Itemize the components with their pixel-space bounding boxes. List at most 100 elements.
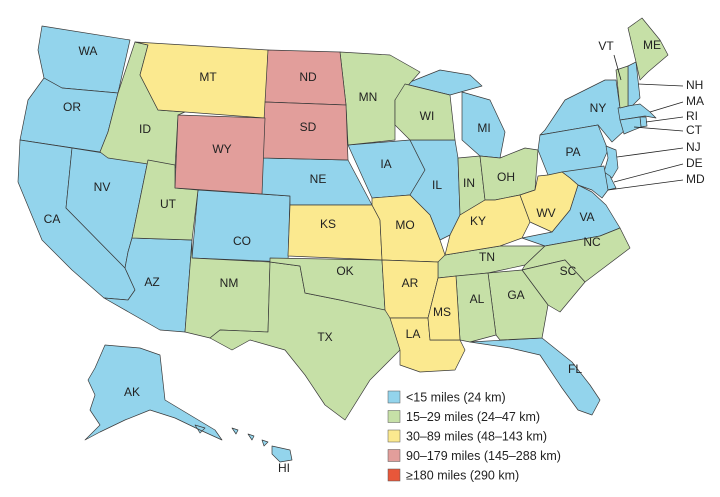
legend-label: 15–29 miles (24–47 km) xyxy=(406,410,540,424)
state-label: PA xyxy=(565,145,580,159)
state-label: RI xyxy=(686,109,698,123)
state-label: MD xyxy=(686,172,705,186)
state: OH xyxy=(479,147,539,201)
state: SD xyxy=(261,101,349,161)
state-label: TN xyxy=(479,250,495,264)
state: MS xyxy=(427,275,461,341)
state: VT xyxy=(598,39,629,109)
state: MA xyxy=(617,94,704,121)
state-label: MI xyxy=(477,121,490,135)
state-label: NE xyxy=(310,172,327,186)
state-label: HI xyxy=(278,461,290,475)
state-label: ME xyxy=(643,38,661,52)
state: FL xyxy=(469,337,601,416)
legend-swatch xyxy=(387,449,401,462)
state-shape xyxy=(427,275,461,341)
state-label: CA xyxy=(44,212,61,226)
state: SC xyxy=(521,259,586,313)
state-label: SD xyxy=(300,120,317,134)
state-label: GA xyxy=(507,288,524,302)
state: CO xyxy=(191,189,291,263)
state-label: NJ xyxy=(686,140,701,154)
state-label: NH xyxy=(686,78,703,92)
state: NH xyxy=(627,61,703,107)
state-label: WY xyxy=(212,142,231,156)
state: ID xyxy=(99,41,186,169)
state-shape xyxy=(627,17,669,81)
legend-swatch xyxy=(387,390,401,404)
state: CT xyxy=(619,116,703,137)
state-label: IL xyxy=(432,178,442,192)
state: NJ xyxy=(603,140,701,179)
state-shape xyxy=(615,65,629,109)
state-shape xyxy=(444,194,531,256)
state: MT xyxy=(134,41,269,119)
state: KY xyxy=(444,194,531,256)
state-shape xyxy=(394,83,456,141)
legend-swatch xyxy=(387,468,401,482)
state: IL xyxy=(409,139,461,241)
state-label: FL xyxy=(568,362,582,376)
leader-line xyxy=(616,147,684,158)
state: WY xyxy=(174,114,266,195)
leader-line xyxy=(613,54,622,81)
legend: <15 miles (24 km) 15–29 miles (24–47 km) 3… xyxy=(387,390,561,482)
state: GA xyxy=(487,269,549,341)
state: AL xyxy=(455,272,497,343)
state-shape xyxy=(469,337,601,416)
state-label: WI xyxy=(420,109,435,123)
state-label: WV xyxy=(536,206,555,220)
state-shape xyxy=(603,145,619,179)
state-label: CT xyxy=(686,123,703,137)
state: AK xyxy=(84,344,223,441)
state: ND xyxy=(264,49,347,106)
legend-swatch xyxy=(387,410,401,423)
leader-lines xyxy=(607,54,684,191)
state-label: ID xyxy=(139,122,151,136)
state-shape xyxy=(131,159,199,241)
state-shape xyxy=(191,189,291,263)
state-label: IN xyxy=(463,176,475,190)
leader-line xyxy=(645,116,684,123)
state-shape xyxy=(174,114,266,195)
state-label: NY xyxy=(590,101,607,115)
state-label: UT xyxy=(160,197,177,211)
state-shape xyxy=(287,204,383,261)
legend-swatch xyxy=(387,429,401,443)
legend-label: 90–179 miles (145–288 km) xyxy=(406,449,561,463)
state: AR xyxy=(381,259,439,319)
leader-line xyxy=(649,101,684,113)
state-label: MT xyxy=(199,70,217,84)
state-label: NV xyxy=(94,180,111,194)
state-label: KS xyxy=(320,217,336,231)
state-label: AL xyxy=(470,292,485,306)
state-label: KY xyxy=(470,214,486,228)
state-label: MO xyxy=(395,218,414,232)
state-label: OK xyxy=(336,264,353,278)
state-label: MA xyxy=(686,94,704,108)
state-label: AR xyxy=(402,276,419,290)
state: RI xyxy=(639,109,698,128)
state-label: DE xyxy=(686,156,703,170)
state: WV xyxy=(519,171,579,233)
leader-line xyxy=(633,126,684,132)
state-label: OH xyxy=(497,170,515,184)
state-label: NC xyxy=(583,235,601,249)
state-label: SC xyxy=(560,264,577,278)
state-label: AK xyxy=(124,385,140,399)
state-label: WA xyxy=(79,44,98,58)
state-shape xyxy=(519,171,579,233)
state-shape xyxy=(84,344,223,441)
state-label: MN xyxy=(359,90,378,104)
state: HI xyxy=(231,427,293,475)
state-label: VT xyxy=(598,39,614,53)
state: UT xyxy=(131,159,199,241)
state: KS xyxy=(287,204,383,261)
states: WA OR CA NV AZ CO NE IA IL MI NY PA VA F… xyxy=(17,17,705,475)
leader-line xyxy=(637,83,684,87)
state: WI xyxy=(394,83,456,141)
state-label: CO xyxy=(233,234,251,248)
state-label: ND xyxy=(299,70,317,84)
state-label: LA xyxy=(406,327,421,341)
